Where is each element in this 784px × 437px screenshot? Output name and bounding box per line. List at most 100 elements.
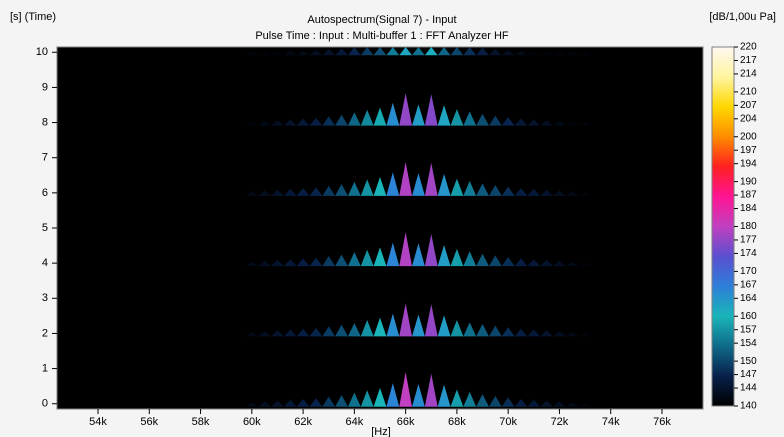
spectrum-cell [399, 232, 413, 267]
spectrum-cell [373, 107, 387, 126]
spectrum-cell [335, 395, 348, 407]
y-tick-label: 8 [42, 116, 48, 128]
spectrum-cell [283, 329, 297, 337]
spectrum-cell [578, 262, 592, 267]
spectrum-cell [360, 249, 374, 267]
plot-area [57, 47, 703, 409]
spectrum-cell [527, 51, 541, 56]
spectrum-cell [399, 303, 413, 337]
spectrum-cell [437, 384, 451, 407]
spectrum-cell [399, 162, 413, 196]
spectrum-cell [527, 259, 541, 267]
spectrum-cell [412, 314, 425, 337]
spectrum-cell [540, 189, 554, 196]
x-tick-label: 58k [192, 416, 210, 428]
spectrum-cell [335, 114, 348, 126]
spectrum-cell [245, 121, 259, 126]
spectrum-cell [412, 104, 425, 126]
spectrum-cell [309, 327, 323, 337]
spectrum-cell [527, 119, 541, 126]
spectrum-cell [296, 258, 310, 267]
spectrum-cell [450, 109, 464, 126]
spectrum-cell [501, 397, 515, 407]
spectrum-cell [553, 331, 566, 337]
x-tick-label: 70k [499, 416, 517, 428]
colorbar-tick-label: 147 [740, 369, 757, 380]
spectrum-cell [309, 187, 323, 196]
spectrum-cell [309, 117, 323, 126]
spectrum-cell [386, 313, 400, 337]
spectrum-cell [258, 401, 272, 407]
spectrum-cell [335, 324, 348, 337]
colorbar-tick-label: 187 [740, 190, 757, 201]
spectrum-cell [258, 51, 272, 56]
spectrum-cell [360, 319, 374, 337]
spectrum-cell [540, 120, 554, 126]
spectrum-cell [258, 120, 272, 126]
spectrum-cell [501, 256, 515, 267]
spectrum-cell [322, 49, 336, 56]
y-tick-label: 0 [42, 398, 48, 410]
spectrum-cell [488, 115, 502, 126]
spectrum-cell [399, 372, 413, 407]
spectrum-cell [399, 93, 413, 126]
colorbar-tick-label: 200 [740, 131, 757, 142]
colorbar-tick-label: 210 [740, 87, 757, 98]
spectrum-cell [488, 325, 502, 337]
spectrum-cell [501, 186, 515, 196]
spectrum-cell [271, 400, 284, 407]
spectrum-cell [245, 331, 259, 337]
spectrum-cell [322, 256, 336, 267]
chart-title: Autospectrum(Signal 7) - Input [307, 14, 456, 26]
spectrum-cell [463, 391, 477, 407]
spectrum-cell [565, 402, 579, 407]
spectrum-cell [514, 328, 528, 337]
spectrum-cell [437, 47, 451, 56]
colorbar-tick-label: 174 [740, 248, 757, 259]
spectrum-cell [578, 121, 592, 126]
x-axis-label: [Hz] [371, 426, 391, 437]
spectrum-cell [258, 260, 272, 267]
spectrum-cell [476, 394, 489, 407]
spectrum-cell [296, 398, 310, 407]
colorbar-tick-label: 160 [740, 311, 757, 322]
x-tick-label: 56k [140, 416, 158, 428]
spectrum-cell [578, 402, 592, 407]
spectrum-cell [424, 94, 438, 126]
spectrum-cell [437, 244, 451, 267]
y-tick-label: 1 [42, 362, 48, 374]
colorbar-tick-label: 154 [740, 338, 757, 349]
spectrum-cell [553, 120, 566, 126]
y-axis-label: [s] (Time) [10, 11, 56, 23]
colorbar-tick-label: 164 [740, 293, 757, 304]
chart-subtitle: Pulse Time : Input : Multi-buffer 1 : FF… [255, 30, 509, 42]
colorbar-tick-label: 144 [740, 383, 757, 394]
spectrum-cell [373, 177, 387, 196]
spectrum-cell [412, 47, 425, 56]
colorbar-tick-label: 157 [740, 324, 757, 335]
spectrum-cell [245, 51, 259, 56]
x-tick-label: 60k [243, 416, 261, 428]
spectrum-cell [488, 255, 502, 267]
colorbar-tick-label: 184 [740, 203, 757, 214]
spectrum-cell [347, 112, 361, 126]
colorbar [711, 46, 735, 407]
spectrum-cell [450, 248, 464, 267]
spectrum-cell [501, 49, 515, 56]
y-tick-label: 9 [42, 81, 48, 93]
spectrum-cell [347, 392, 361, 407]
colorbar-tick-label: 194 [740, 158, 757, 169]
spectrum-cell [322, 396, 336, 407]
spectrum-cell [258, 190, 272, 196]
y-tick-label: 7 [42, 152, 48, 164]
spectrum-cell [450, 178, 464, 196]
colorbar-tick-label: 220 [740, 42, 757, 53]
spectrum-cell [501, 327, 515, 337]
spectrum-cell [488, 395, 502, 407]
x-tick-label: 74k [602, 416, 620, 428]
x-tick-label: 66k [397, 416, 415, 428]
spectrum-cell [553, 401, 566, 407]
y-tick-label: 10 [36, 46, 48, 58]
y-tick-label: 5 [42, 222, 48, 234]
spectrum-cell [309, 49, 323, 56]
